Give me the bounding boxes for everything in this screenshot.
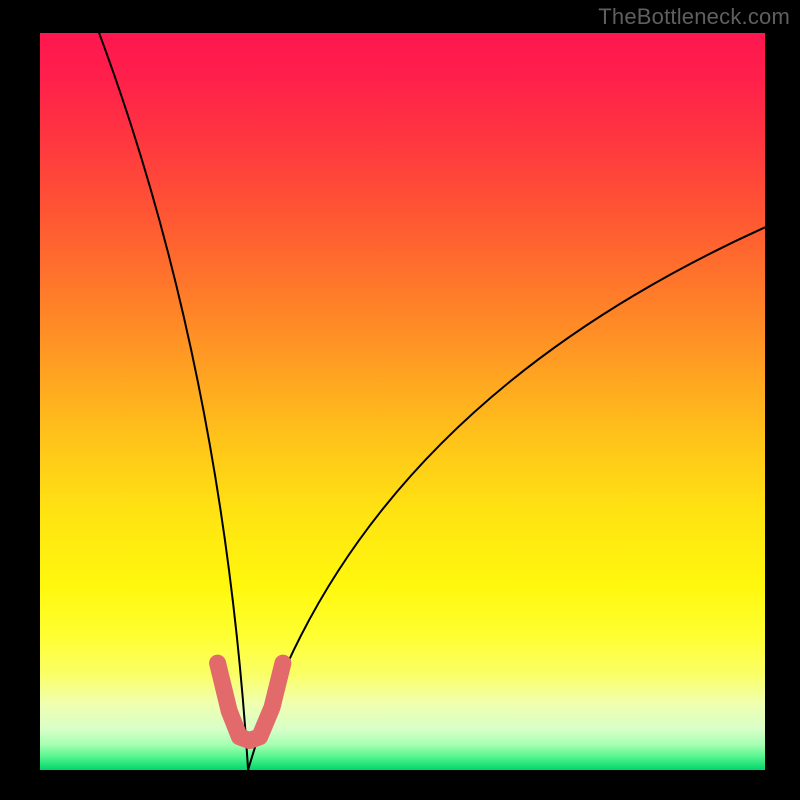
plot-background bbox=[40, 33, 765, 770]
chart-stage: TheBottleneck.com bbox=[0, 0, 800, 800]
bottleneck-chart-svg bbox=[0, 0, 800, 800]
watermark-text: TheBottleneck.com bbox=[598, 4, 790, 30]
